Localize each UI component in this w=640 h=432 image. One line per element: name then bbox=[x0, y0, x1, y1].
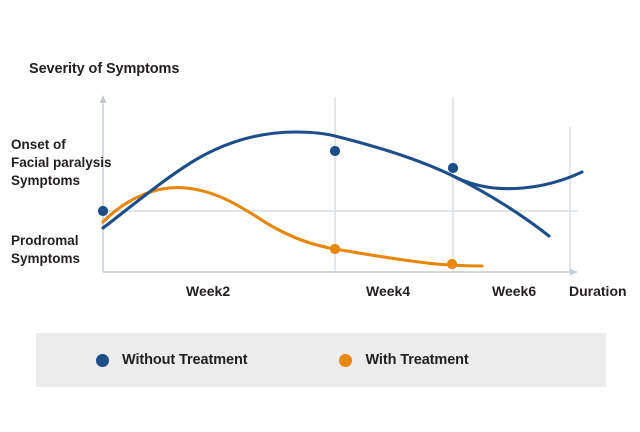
x-axis-label-week4: Week4 bbox=[366, 283, 411, 299]
curve-without-treatment-plateau bbox=[451, 170, 584, 191]
data-point-orange-week5 bbox=[446, 258, 458, 270]
data-point-orange-week4 bbox=[329, 243, 341, 255]
y-axis-title: Severity of Symptoms bbox=[29, 61, 180, 77]
vertical-gridlines bbox=[334, 97, 571, 272]
x-axis-title: Duration bbox=[569, 283, 627, 299]
data-point-blue-week5 bbox=[447, 162, 459, 174]
x-axis-label-week2: Week2 bbox=[186, 283, 231, 299]
chart-legend: Without Treatment With Treatment bbox=[36, 333, 606, 387]
legend-item-without-treatment[interactable]: Without Treatment bbox=[96, 352, 248, 368]
x-axis-label-week6: Week6 bbox=[492, 283, 537, 299]
legend-label-with-treatment: With Treatment bbox=[365, 352, 469, 368]
y-axis-arrowhead bbox=[99, 95, 107, 103]
legend-label-without-treatment: Without Treatment bbox=[122, 352, 248, 368]
legend-marker-icon-without-treatment bbox=[96, 353, 109, 367]
markers-without-treatment bbox=[97, 145, 459, 217]
legend-marker-icon-with-treatment bbox=[339, 353, 353, 367]
y-axis-label-onset: Onset of Facial paralysis Symptoms bbox=[11, 137, 112, 188]
curve-with-treatment bbox=[101, 186, 484, 268]
data-point-blue-start bbox=[97, 205, 109, 217]
data-point-blue-peak bbox=[329, 145, 341, 157]
markers-with-treatment bbox=[329, 243, 458, 270]
x-axis-arrowhead bbox=[570, 268, 577, 276]
y-axis-label-prodromal: Prodromal Symptoms bbox=[11, 233, 81, 266]
legend-item-with-treatment[interactable]: With Treatment bbox=[339, 352, 469, 368]
curve-without-treatment-decline bbox=[101, 130, 551, 238]
